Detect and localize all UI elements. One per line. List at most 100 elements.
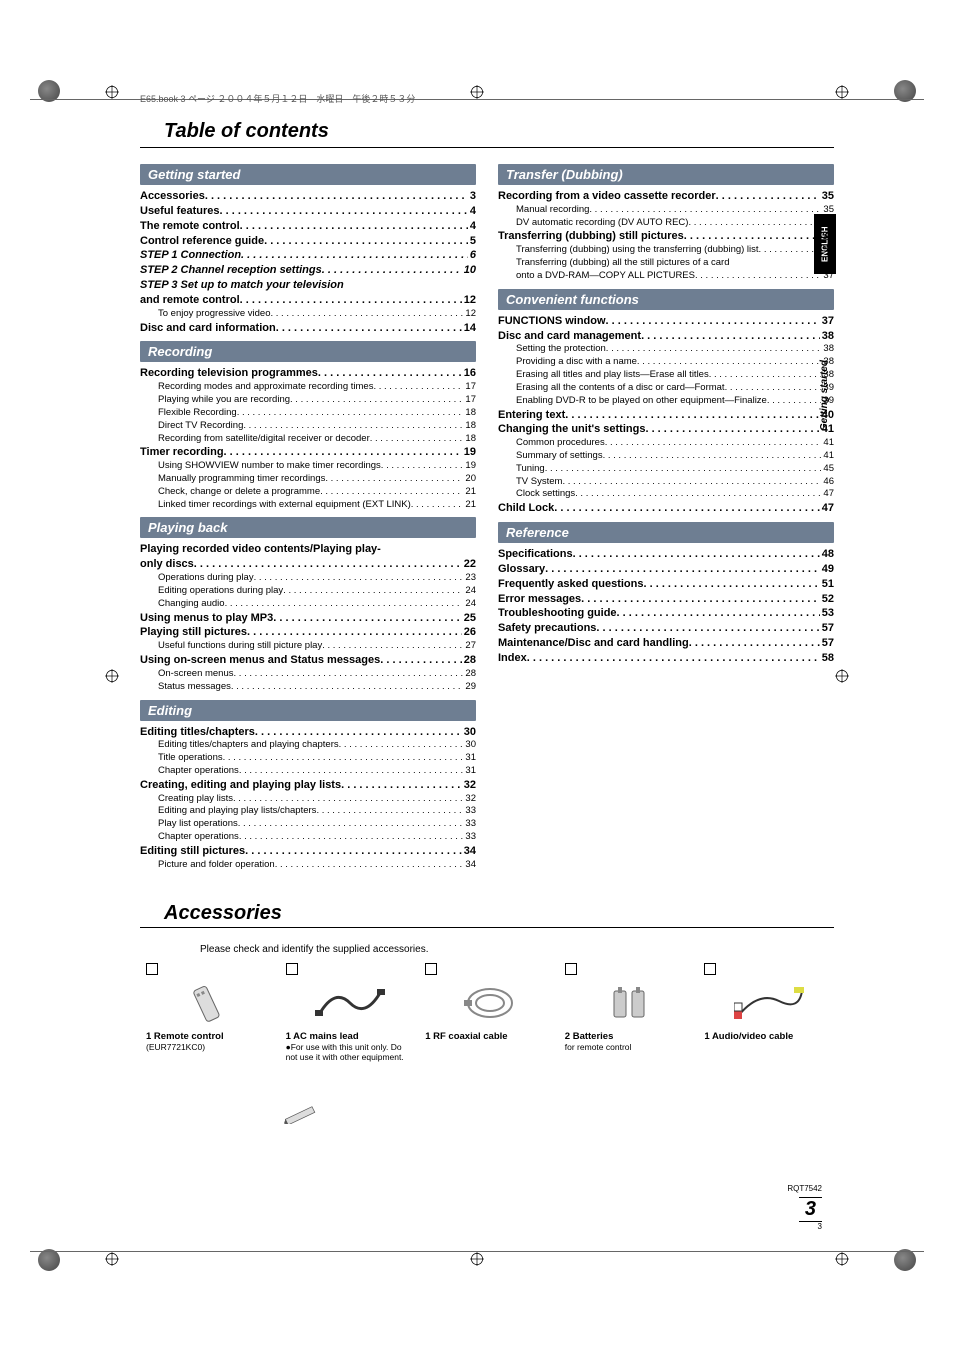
- page-title: Table of contents: [164, 120, 834, 143]
- footer-code: RQT7542: [787, 1184, 822, 1193]
- toc-entry: Common procedures41: [498, 437, 834, 450]
- checkbox-icon: [565, 963, 577, 975]
- toc-entry: Creating play lists32: [140, 793, 476, 806]
- toc-entry: Chapter operations33: [140, 831, 476, 844]
- toc-entry: Playing while you are recording17: [140, 394, 476, 407]
- corner-ornament: [894, 1249, 916, 1271]
- toc-entry: Maintenance/Disc and card handling57: [498, 636, 834, 651]
- accessory-image: [704, 979, 834, 1027]
- toc-entry: Transferring (dubbing) all the still pic…: [498, 257, 834, 270]
- crop-mark: [835, 669, 849, 683]
- toc-entry: Direct TV Recording18: [140, 420, 476, 433]
- toc-entry: Operations during play23: [140, 572, 476, 585]
- toc-entry: Manual recording35: [498, 204, 834, 217]
- toc-entry: Disc and card management38: [498, 329, 834, 344]
- accessory-item: 1 Remote control(EUR7721KC0): [146, 963, 276, 1062]
- toc-entry: Safety precautions57: [498, 621, 834, 636]
- corner-ornament: [38, 1249, 60, 1271]
- accessory-image: [565, 979, 695, 1027]
- crop-mark: [470, 1252, 484, 1266]
- title-underline: [140, 927, 834, 928]
- toc-entry: Accessories3: [140, 189, 476, 204]
- checkbox-icon: [146, 963, 158, 975]
- toc-entry: Manually programming timer recordings20: [140, 473, 476, 486]
- crop-mark: [835, 1252, 849, 1266]
- toc-entry: Timer recording19: [140, 445, 476, 460]
- toc-entry: STEP 1 Connection6: [140, 248, 476, 263]
- toc-entry: Editing titles/chapters30: [140, 725, 476, 740]
- toc-entry: Changing the unit's settings41: [498, 422, 834, 437]
- toc-entry: Summary of settings41: [498, 450, 834, 463]
- accessory-item: 1 RF coaxial cable: [425, 963, 555, 1062]
- toc-entry: Clock settings47: [498, 488, 834, 501]
- toc-entry: DV automatic recording (DV AUTO REC)35: [498, 217, 834, 230]
- accessories-intro: Please check and identify the supplied a…: [200, 944, 834, 955]
- section-header: Playing back: [140, 517, 476, 538]
- toc-entry: only discs22: [140, 557, 476, 572]
- toc-entry: Using on-screen menus and Status message…: [140, 653, 476, 668]
- crop-mark: [105, 669, 119, 683]
- checkbox-icon: [704, 963, 716, 975]
- section-header: Getting started: [140, 164, 476, 185]
- title-underline: [140, 147, 834, 148]
- toc-entry: The remote control4: [140, 219, 476, 234]
- page-number-small: 3: [787, 1222, 822, 1231]
- toc-entry: Playing recorded video contents/Playing …: [140, 542, 476, 557]
- toc-entry: Control reference guide5: [140, 234, 476, 249]
- toc-entry: Creating, editing and playing play lists…: [140, 778, 476, 793]
- crop-mark: [105, 85, 119, 99]
- toc-entry: STEP 3 Set up to match your television: [140, 278, 476, 293]
- section-header: Recording: [140, 341, 476, 362]
- checkbox-icon: [425, 963, 437, 975]
- toc-entry: Flexible Recording18: [140, 407, 476, 420]
- toc-entry: Index58: [498, 651, 834, 666]
- toc-entry: Glossary49: [498, 562, 834, 577]
- crop-mark: [835, 85, 849, 99]
- toc-entry: Using menus to play MP325: [140, 611, 476, 626]
- toc-entry: Chapter operations31: [140, 765, 476, 778]
- toc-column-right: Transfer (Dubbing) Recording from a video…: [498, 164, 834, 872]
- toc-entry: Tuning45: [498, 463, 834, 476]
- toc-entry: Changing audio24: [140, 598, 476, 611]
- toc-entry: Setting the protection38: [498, 343, 834, 356]
- toc-entry: Entering text40: [498, 408, 834, 423]
- page-footer: RQT7542 3 3: [787, 1184, 822, 1231]
- toc-entry: Editing operations during play24: [140, 585, 476, 598]
- section-header: Transfer (Dubbing): [498, 164, 834, 185]
- toc-entry: Editing and playing play lists/chapters3…: [140, 805, 476, 818]
- accessory-image: [286, 979, 416, 1027]
- accessory-image: [146, 979, 276, 1027]
- toc-entry: Picture and folder operation34: [140, 859, 476, 872]
- crop-mark: [105, 1252, 119, 1266]
- toc-entry: Playing still pictures26: [140, 625, 476, 640]
- section-header: Editing: [140, 700, 476, 721]
- toc-entry: Erasing all the contents of a disc or ca…: [498, 382, 834, 395]
- toc-entry: onto a DVD-RAM—COPY ALL PICTURES37: [498, 270, 834, 283]
- toc-entry: Disc and card information14: [140, 321, 476, 336]
- checkbox-icon: [286, 963, 298, 975]
- toc-entry: Providing a disc with a name38: [498, 356, 834, 369]
- toc-entry: On-screen menus28: [140, 668, 476, 681]
- toc-entry: Editing still pictures34: [140, 844, 476, 859]
- toc-entry: Recording from a video cassette recorder…: [498, 189, 834, 204]
- toc-entry: Status messages29: [140, 681, 476, 694]
- accessory-item: 1 Audio/video cable: [704, 963, 834, 1062]
- toc-entry: Transferring (dubbing) using the transfe…: [498, 244, 834, 257]
- toc-entry: and remote control12: [140, 293, 476, 308]
- toc-entry: TV System46: [498, 476, 834, 489]
- crop-mark: [470, 85, 484, 99]
- toc-entry: Troubleshooting guide53: [498, 606, 834, 621]
- toc-entry: Frequently asked questions51: [498, 577, 834, 592]
- toc-entry: Play list operations33: [140, 818, 476, 831]
- toc-entry: To enjoy progressive video12: [140, 308, 476, 321]
- accessories-row: 1 Remote control(EUR7721KC0)1 AC mains l…: [140, 963, 834, 1062]
- toc-entry: FUNCTIONS window37: [498, 314, 834, 329]
- toc-entry: Useful features4: [140, 204, 476, 219]
- toc-entry: Linked timer recordings with external eq…: [140, 499, 476, 512]
- toc-entry: Error messages52: [498, 592, 834, 607]
- toc-entry: Title operations31: [140, 752, 476, 765]
- toc-entry: Erasing all titles and play lists—Erase …: [498, 369, 834, 382]
- header-meta: E65.book 3 ページ ２００４年５月１２日 水曜日 午後２時５３分: [140, 92, 415, 105]
- toc-entry: STEP 2 Channel reception settings10: [140, 263, 476, 278]
- accessory-image: [425, 979, 555, 1027]
